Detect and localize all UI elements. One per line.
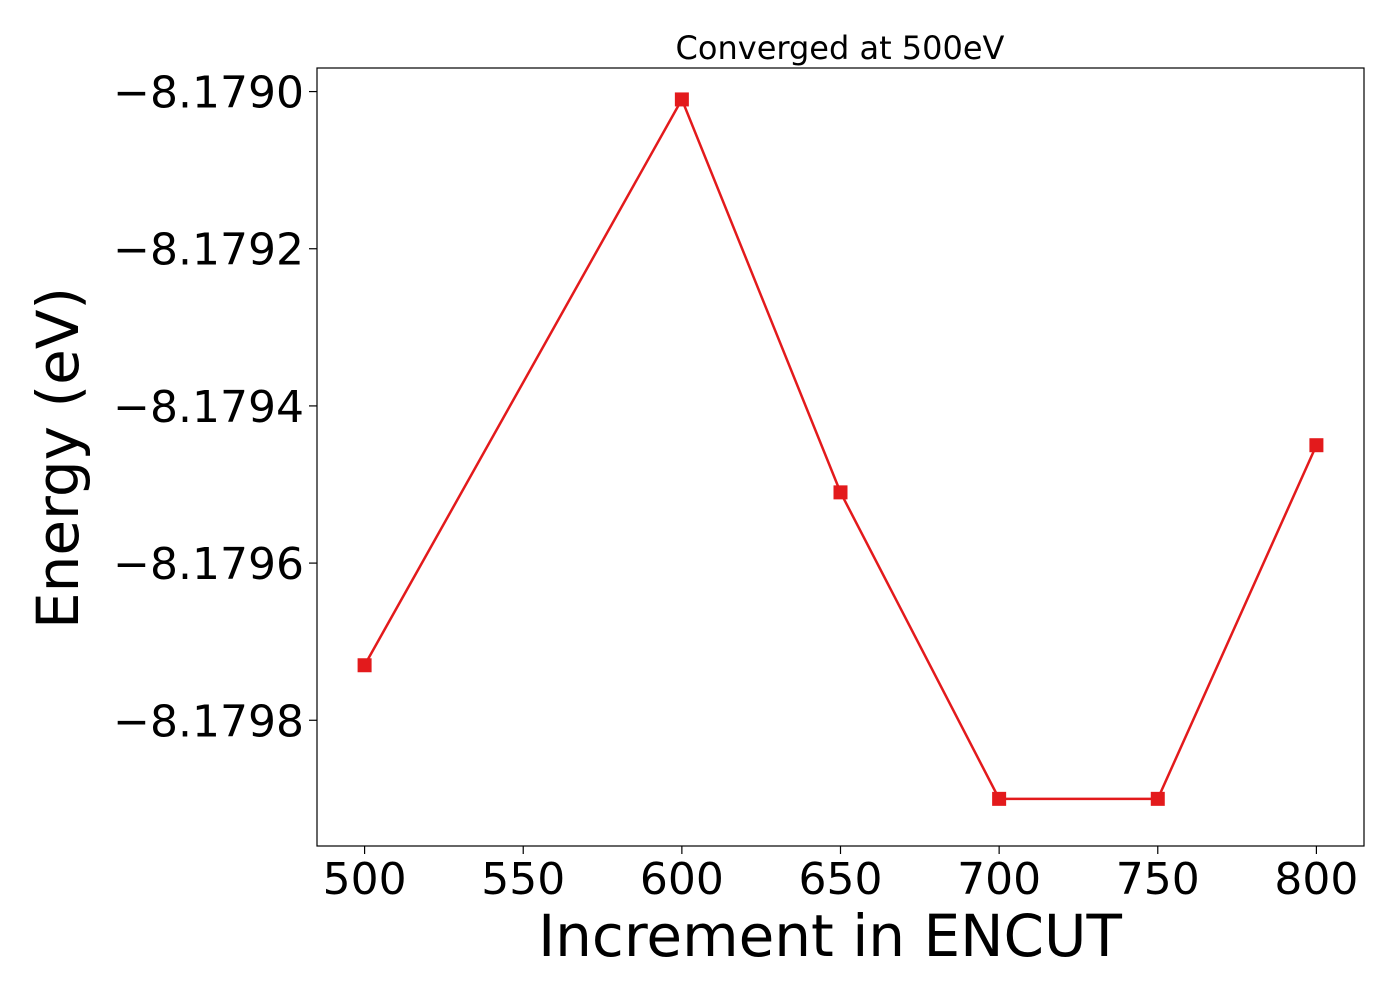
y-axis-label: Energy (eV) <box>24 287 92 629</box>
series-points <box>357 92 1324 806</box>
y-tick-label: −8.1790 <box>113 68 304 119</box>
x-tick-label: 800 <box>1274 854 1358 905</box>
data-point <box>1150 791 1165 806</box>
x-axis-ticks: 500 550 600 650 700 750 800 <box>323 846 1358 905</box>
y-tick-label: −8.1792 <box>113 225 304 276</box>
data-point <box>992 791 1007 806</box>
x-tick-label: 600 <box>640 854 724 905</box>
x-tick-label: 550 <box>481 854 565 905</box>
y-tick-label: −8.1794 <box>113 382 304 433</box>
y-tick-label: −8.1798 <box>113 696 304 747</box>
y-tick-label: −8.1796 <box>113 539 304 590</box>
data-point <box>833 485 848 500</box>
plot-area-frame <box>316 67 1365 847</box>
data-point <box>674 92 689 107</box>
x-tick-label: 750 <box>1116 854 1200 905</box>
x-axis-label: Increment in ENCUT <box>538 902 1122 970</box>
chart-title: Converged at 500eV <box>676 29 1005 67</box>
series-line <box>363 96 1318 801</box>
data-point <box>1309 438 1324 453</box>
y-axis-ticks: −8.1790 −8.1792 −8.1794 −8.1796 −8.1798 <box>113 68 317 747</box>
data-point <box>357 658 372 673</box>
x-tick-label: 650 <box>799 854 883 905</box>
x-tick-label: 500 <box>323 854 407 905</box>
x-tick-label: 700 <box>957 854 1041 905</box>
